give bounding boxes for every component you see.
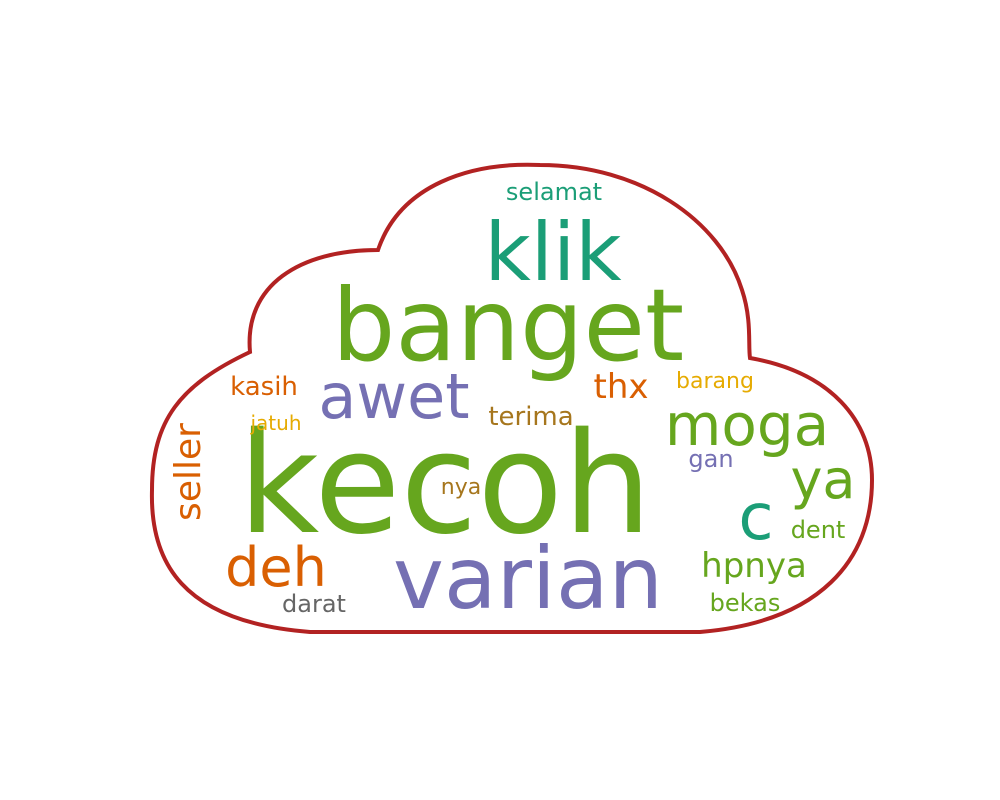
word-jatuh: jatuh	[249, 411, 301, 435]
word-ya: ya	[790, 448, 855, 511]
word-terima: terima	[488, 402, 573, 432]
word-seller: seller	[168, 423, 209, 521]
cloud-outline	[149, 162, 875, 634]
word-nya: nya	[441, 475, 481, 500]
word-awet: awet	[318, 360, 469, 433]
word-varian: varian	[393, 529, 663, 629]
word-kasih: kasih	[230, 372, 298, 402]
word-selamat: selamat	[506, 178, 602, 206]
word-thx: thx	[593, 367, 648, 407]
word-gan: gan	[688, 445, 733, 473]
word-c: c	[738, 481, 773, 555]
word-dent: dent	[791, 516, 846, 544]
word-moga: moga	[665, 391, 829, 459]
word-bekas: bekas	[710, 589, 781, 617]
word-barang: barang	[676, 369, 754, 394]
word-deh: deh	[225, 536, 327, 599]
word-hpnya: hpnya	[701, 546, 807, 586]
word-kecoh: kecoh	[238, 403, 652, 566]
word-klik: klik	[484, 206, 622, 299]
word-darat: darat	[282, 590, 346, 618]
word-banget: banget	[332, 267, 684, 384]
